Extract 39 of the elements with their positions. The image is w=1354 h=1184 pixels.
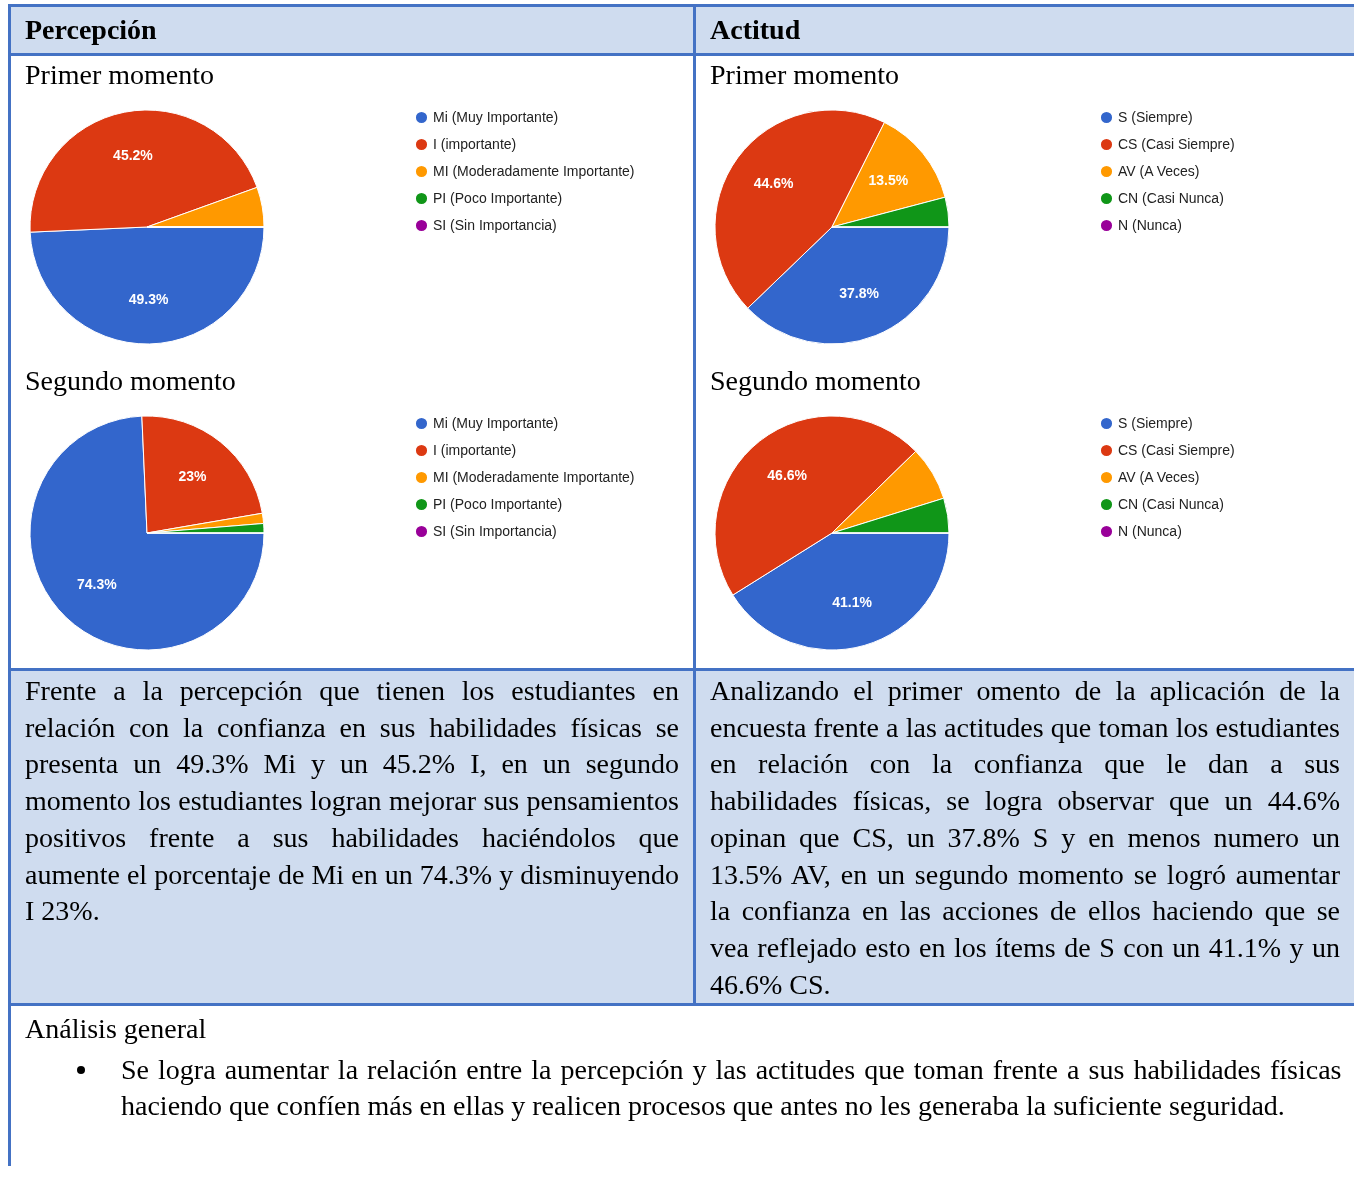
- data-label: 44.6%: [753, 174, 794, 191]
- legend-label: CN (Casi Nunca): [1118, 189, 1224, 206]
- data-label: 46.6%: [767, 466, 808, 483]
- legend-label: Mi (Muy Importante): [433, 108, 559, 125]
- data-label: 23%: [178, 467, 208, 484]
- chart-title: Segundo momento: [710, 365, 921, 396]
- legend-label: S (Siempre): [1118, 108, 1193, 125]
- chart-title: Segundo momento: [25, 365, 236, 396]
- chart-title: Primer momento: [25, 59, 214, 90]
- data-label: 45.2%: [113, 146, 154, 163]
- text: Frente a la percepción que tienen los estudiantes en relación con la confianza en sus habilidades físicas se presenta un 49.3% Mi y un 45.2% I, en un segundo momento los estudiantes logran mejorar sus pensamientos positivos frente a sus habilidades haciéndolos que aumente el porcentaje de Mi en un 74.3% y disminuyendo I 23%.: [25, 674, 679, 929]
- data-label: 49.3%: [128, 290, 169, 307]
- legend-label: S (Siempre): [1118, 414, 1193, 431]
- chart-title: Primer momento: [710, 59, 899, 90]
- legend-label: PI (Poco Importante): [433, 189, 563, 206]
- legend-label: AV (A Veces): [1118, 162, 1200, 179]
- legend-label: Mi (Muy Importante): [433, 414, 559, 431]
- data-label: 41.1%: [832, 593, 873, 610]
- legend-label: CS (Casi Siempre): [1118, 135, 1235, 152]
- text: Actitud: [710, 13, 802, 47]
- legend-label: MI (Moderadamente Importante): [433, 162, 635, 179]
- text: Analizando el primer omento de la aplicación de la encuesta frente a las actitudes que toman los estudiantes en relación con la confianza que le dan a sus habilidades físicas, se logra observar que un 44.6% opinan que CS, un 37.8% S y en menos numero un 13.5% AV, en un segundo momento se logró aumentar la confianza en las acciones de ellos haciendo que se vea reflejado esto en los ítems de S con un 41.1% y un 46.6% CS.: [710, 675, 1340, 1000]
- text: Se logra aumentar la relación entre la percepción y las actitudes que toman frente a sus habilidades físicas haciendo que confíen más en ellas y realicen procesos que antes no les generaba la suficiente seguridad.: [121, 1053, 1342, 1124]
- text: Análisis general: [25, 1012, 208, 1047]
- legend-label: CN (Casi Nunca): [1118, 495, 1224, 512]
- data-label: 13.5%: [868, 172, 909, 189]
- legend-label: MI (Moderadamente Importante): [433, 468, 635, 485]
- legend-label: N (Nunca): [1118, 522, 1182, 539]
- legend-label: N (Nunca): [1118, 216, 1182, 233]
- legend-label: AV (A Veces): [1118, 468, 1200, 485]
- data-label: 74.3%: [77, 576, 118, 593]
- legend-label: SI (Sin Importancia): [433, 522, 557, 539]
- legend-label: PI (Poco Importante): [433, 495, 563, 512]
- text: Percepción: [25, 13, 158, 47]
- legend-label: SI (Sin Importancia): [433, 216, 557, 233]
- legend-label: I (importante): [433, 441, 517, 458]
- legend-label: CS (Casi Siempre): [1118, 441, 1235, 458]
- legend-label: I (importante): [433, 135, 517, 152]
- data-label: 37.8%: [839, 285, 880, 302]
